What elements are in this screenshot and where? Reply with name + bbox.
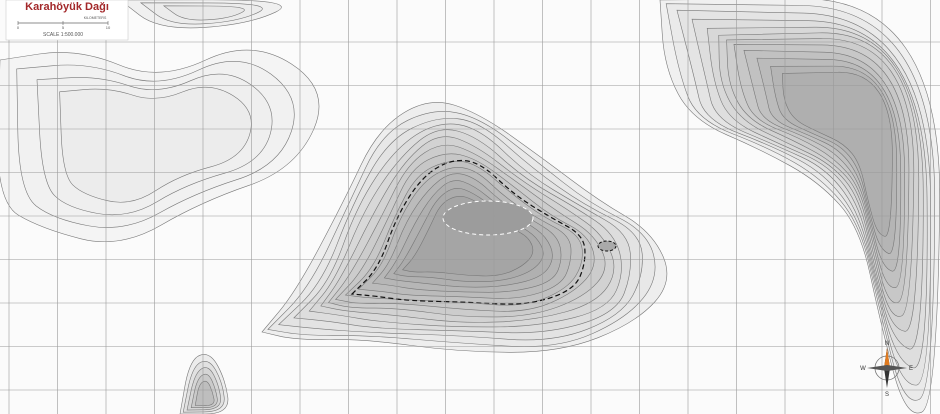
scale-tick-label: 5: [62, 25, 65, 30]
scale-tick-label: 0: [17, 25, 20, 30]
compass-needle: [867, 365, 907, 371]
legend-background: [5, 0, 129, 41]
compass-rose: N E S W: [860, 341, 913, 398]
compass-label: S: [885, 392, 889, 398]
scale-tick-label: 10: [106, 25, 111, 30]
index-contour: [350, 159, 586, 305]
scale-ratio: SCALE 1:500.000: [43, 32, 83, 38]
compass-north: [884, 348, 890, 368]
contour: [59, 86, 252, 203]
scale-unit: KILOMETERS: [84, 16, 107, 20]
knoll: [597, 240, 617, 252]
compass-label: W: [860, 366, 866, 372]
map-title: Karahöyük Dağı: [25, 1, 109, 13]
compass-label: E: [909, 366, 913, 372]
compass-label: N: [885, 341, 889, 347]
summit-contour: [442, 200, 534, 236]
contour: [194, 380, 215, 406]
contour: [162, 5, 245, 21]
legend-box: Karahöyük Dağı KILOMETERS 0 5 10 SCALE 1…: [5, 0, 129, 41]
